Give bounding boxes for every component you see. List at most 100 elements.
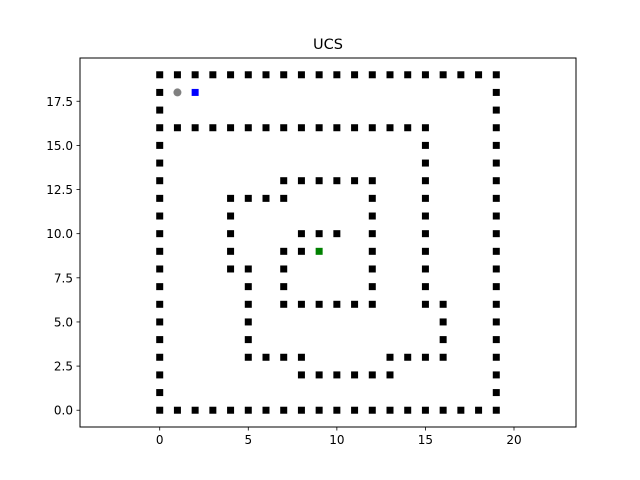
marker-series-0-point-85 bbox=[333, 124, 341, 132]
marker-series-0-point-9 bbox=[315, 71, 323, 79]
marker-series-0-point-81 bbox=[262, 124, 270, 132]
marker-series-0-point-133 bbox=[315, 177, 323, 185]
axes-frame bbox=[79, 57, 577, 428]
marker-series-0-point-11 bbox=[351, 71, 359, 79]
marker-series-0-point-104 bbox=[439, 353, 447, 361]
marker-series-0-point-63 bbox=[492, 177, 500, 185]
marker-series-0-point-135 bbox=[351, 177, 359, 185]
marker-series-0-point-7 bbox=[280, 71, 288, 79]
marker-series-0-point-88 bbox=[386, 124, 394, 132]
marker-series-0-point-124 bbox=[227, 247, 235, 255]
marker-series-0-point-146 bbox=[315, 300, 323, 308]
marker-series-0-point-53 bbox=[156, 318, 164, 326]
marker-series-0-point-66 bbox=[492, 230, 500, 238]
marker-series-0-point-86 bbox=[351, 124, 359, 132]
marker-series-0-point-122 bbox=[244, 265, 252, 273]
marker-series-0-point-96 bbox=[421, 230, 429, 238]
marker-series-0-point-84 bbox=[315, 124, 323, 132]
marker-series-0-point-113 bbox=[368, 371, 376, 379]
marker-series-0-point-94 bbox=[421, 194, 429, 202]
marker-series-0-point-37 bbox=[457, 406, 465, 414]
marker-series-0-point-87 bbox=[368, 124, 376, 132]
marker-series-0-point-49 bbox=[156, 247, 164, 255]
marker-series-0-point-10 bbox=[333, 71, 341, 79]
marker-series-0-point-97 bbox=[421, 247, 429, 255]
marker-series-0-point-143 bbox=[368, 300, 376, 308]
marker-series-0-point-82 bbox=[280, 124, 288, 132]
marker-series-0-point-28 bbox=[297, 406, 305, 414]
marker-series-0-point-46 bbox=[156, 194, 164, 202]
marker-series-0-point-52 bbox=[156, 300, 164, 308]
marker-series-0-point-39 bbox=[492, 406, 500, 414]
marker-series-0-point-48 bbox=[156, 230, 164, 238]
marker-series-0-point-6 bbox=[262, 71, 270, 79]
y-tick-label: 2.5 bbox=[54, 360, 73, 374]
marker-series-0-point-92 bbox=[421, 159, 429, 167]
marker-series-0-point-51 bbox=[156, 283, 164, 291]
marker-series-0-point-16 bbox=[439, 71, 447, 79]
marker-series-0-point-126 bbox=[227, 212, 235, 220]
marker-series-0-point-50 bbox=[156, 265, 164, 273]
marker-series-0-point-34 bbox=[404, 406, 412, 414]
marker-series-0-point-60 bbox=[492, 124, 500, 132]
marker-series-0-point-99 bbox=[421, 283, 429, 291]
marker-series-0-point-140 bbox=[368, 247, 376, 255]
marker-series-0-point-69 bbox=[492, 283, 500, 291]
marker-series-0-point-27 bbox=[280, 406, 288, 414]
marker-series-0-point-149 bbox=[280, 283, 288, 291]
marker-series-0-point-83 bbox=[297, 124, 305, 132]
marker-series-0-point-23 bbox=[209, 406, 217, 414]
marker-series-0-point-72 bbox=[492, 336, 500, 344]
marker-series-0-point-109 bbox=[297, 371, 305, 379]
y-tick-label: 5.0 bbox=[54, 315, 73, 329]
marker-series-0-point-68 bbox=[492, 265, 500, 273]
marker-series-0-point-31 bbox=[351, 406, 359, 414]
marker-series-0-point-95 bbox=[421, 212, 429, 220]
marker-series-1-point-0 bbox=[173, 88, 182, 97]
marker-series-0-point-33 bbox=[386, 406, 394, 414]
marker-series-0-point-108 bbox=[386, 371, 394, 379]
marker-series-0-point-125 bbox=[227, 230, 235, 238]
marker-series-0-point-79 bbox=[227, 124, 235, 132]
marker-series-0-point-155 bbox=[333, 230, 341, 238]
marker-series-0-point-74 bbox=[492, 371, 500, 379]
marker-series-0-point-2 bbox=[191, 71, 199, 79]
marker-series-0-point-58 bbox=[492, 88, 500, 96]
marker-series-0-point-45 bbox=[156, 177, 164, 185]
marker-series-0-point-20 bbox=[156, 406, 164, 414]
marker-series-0-point-26 bbox=[262, 406, 270, 414]
marker-series-0-point-13 bbox=[386, 71, 394, 79]
marker-series-0-point-144 bbox=[351, 300, 359, 308]
marker-series-0-point-19 bbox=[492, 71, 500, 79]
x-tick-label: 0 bbox=[156, 433, 164, 447]
marker-series-0-point-100 bbox=[421, 300, 429, 308]
marker-series-0-point-114 bbox=[297, 353, 305, 361]
y-tick-label: 15.0 bbox=[46, 139, 73, 153]
marker-series-0-point-102 bbox=[439, 318, 447, 326]
marker-series-0-point-137 bbox=[368, 194, 376, 202]
x-tick-label: 5 bbox=[244, 433, 252, 447]
marker-series-0-point-54 bbox=[156, 336, 164, 344]
marker-series-0-point-115 bbox=[280, 353, 288, 361]
marker-series-0-point-77 bbox=[191, 124, 199, 132]
marker-series-0-point-15 bbox=[421, 71, 429, 79]
marker-series-0-point-3 bbox=[209, 71, 217, 79]
marker-series-0-point-62 bbox=[492, 159, 500, 167]
marker-series-0-point-8 bbox=[297, 71, 305, 79]
marker-series-0-point-36 bbox=[439, 406, 447, 414]
y-tick-label: 0.0 bbox=[54, 404, 73, 418]
x-tick-label: 15 bbox=[418, 433, 433, 447]
marker-series-0-point-105 bbox=[386, 353, 394, 361]
marker-series-0-point-121 bbox=[244, 283, 252, 291]
marker-series-0-point-24 bbox=[227, 406, 235, 414]
marker-series-0-point-134 bbox=[333, 177, 341, 185]
y-tick-label: 7.5 bbox=[54, 271, 73, 285]
marker-series-0-point-89 bbox=[404, 124, 412, 132]
marker-series-0-point-0 bbox=[156, 71, 164, 79]
marker-series-0-point-40 bbox=[156, 88, 164, 96]
marker-series-2-point-0 bbox=[191, 88, 199, 96]
marker-series-0-point-17 bbox=[457, 71, 465, 79]
chart-title: UCS bbox=[313, 37, 343, 53]
marker-series-0-point-5 bbox=[244, 71, 252, 79]
